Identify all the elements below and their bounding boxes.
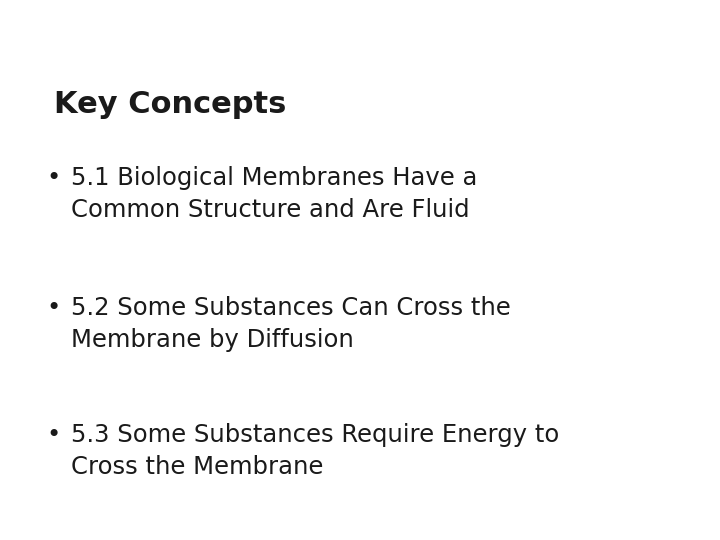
- Text: •: •: [47, 296, 61, 320]
- Text: •: •: [47, 423, 61, 447]
- Text: •: •: [47, 166, 61, 190]
- Text: 5.1 Biological Membranes Have a
Common Structure and Are Fluid: 5.1 Biological Membranes Have a Common S…: [71, 166, 477, 221]
- Text: Key Concepts: Key Concepts: [54, 90, 287, 119]
- Text: 5.2 Some Substances Can Cross the
Membrane by Diffusion: 5.2 Some Substances Can Cross the Membra…: [71, 296, 510, 352]
- Text: Chapter 5 Cell Membranes and Signaling: Chapter 5 Cell Membranes and Signaling: [7, 14, 320, 29]
- Text: 5.3 Some Substances Require Energy to
Cross the Membrane: 5.3 Some Substances Require Energy to Cr…: [71, 423, 559, 478]
